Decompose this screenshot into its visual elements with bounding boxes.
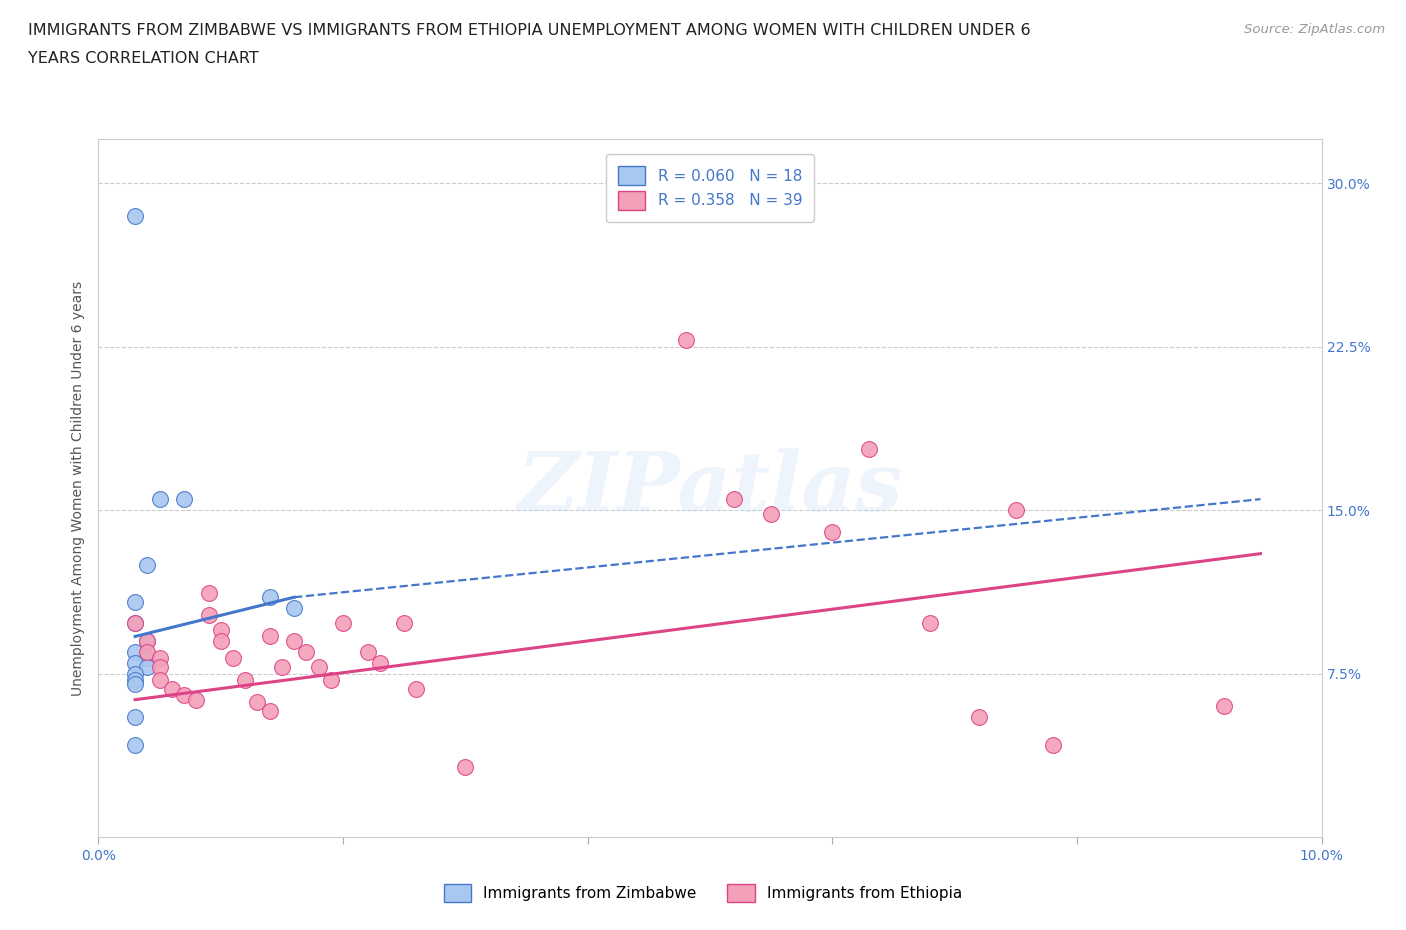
Text: YEARS CORRELATION CHART: YEARS CORRELATION CHART bbox=[28, 51, 259, 66]
Point bbox=[454, 760, 477, 775]
Legend: Immigrants from Zimbabwe, Immigrants from Ethiopia: Immigrants from Zimbabwe, Immigrants fro… bbox=[437, 878, 969, 909]
Point bbox=[149, 492, 172, 507]
Point bbox=[124, 644, 146, 659]
Point bbox=[124, 656, 146, 671]
Point bbox=[332, 616, 354, 631]
Point bbox=[392, 616, 416, 631]
Point bbox=[136, 633, 159, 648]
Point bbox=[149, 651, 172, 666]
Point bbox=[124, 677, 146, 692]
Point bbox=[1004, 502, 1026, 517]
Point bbox=[136, 557, 159, 572]
Point bbox=[920, 616, 942, 631]
Point bbox=[209, 622, 232, 637]
Point bbox=[149, 672, 172, 687]
Point bbox=[259, 590, 281, 604]
Point bbox=[136, 651, 159, 666]
Point bbox=[197, 607, 219, 622]
Point bbox=[124, 738, 146, 753]
Point bbox=[160, 682, 183, 697]
Point bbox=[124, 208, 146, 223]
Point bbox=[283, 633, 305, 648]
Point bbox=[124, 616, 146, 631]
Point bbox=[197, 586, 219, 601]
Point bbox=[1042, 738, 1064, 753]
Point bbox=[858, 442, 880, 457]
Point bbox=[259, 629, 281, 644]
Text: Source: ZipAtlas.com: Source: ZipAtlas.com bbox=[1244, 23, 1385, 36]
Point bbox=[368, 656, 391, 671]
Point bbox=[136, 633, 159, 648]
Point bbox=[209, 633, 232, 648]
Point bbox=[308, 659, 330, 674]
Legend: R = 0.060   N = 18, R = 0.358   N = 39: R = 0.060 N = 18, R = 0.358 N = 39 bbox=[606, 154, 814, 222]
Point bbox=[405, 682, 427, 697]
Point bbox=[124, 666, 146, 681]
Point bbox=[149, 659, 172, 674]
Text: IMMIGRANTS FROM ZIMBABWE VS IMMIGRANTS FROM ETHIOPIA UNEMPLOYMENT AMONG WOMEN WI: IMMIGRANTS FROM ZIMBABWE VS IMMIGRANTS F… bbox=[28, 23, 1031, 38]
Point bbox=[283, 601, 305, 616]
Point bbox=[136, 659, 159, 674]
Point bbox=[246, 695, 269, 710]
Point bbox=[124, 594, 146, 609]
Point bbox=[821, 525, 844, 539]
Point bbox=[319, 672, 342, 687]
Point bbox=[124, 616, 146, 631]
Y-axis label: Unemployment Among Women with Children Under 6 years: Unemployment Among Women with Children U… bbox=[72, 281, 86, 696]
Point bbox=[124, 672, 146, 687]
Point bbox=[259, 703, 281, 718]
Point bbox=[270, 659, 292, 674]
Point bbox=[675, 333, 697, 348]
Point bbox=[759, 507, 782, 522]
Point bbox=[173, 492, 195, 507]
Text: ZIPatlas: ZIPatlas bbox=[517, 448, 903, 528]
Point bbox=[124, 710, 146, 724]
Point bbox=[356, 644, 378, 659]
Point bbox=[186, 692, 208, 707]
Point bbox=[173, 688, 195, 703]
Point bbox=[295, 644, 318, 659]
Point bbox=[222, 651, 245, 666]
Point bbox=[723, 492, 745, 507]
Point bbox=[233, 672, 256, 687]
Point bbox=[136, 644, 159, 659]
Point bbox=[1212, 698, 1234, 713]
Point bbox=[967, 710, 990, 724]
